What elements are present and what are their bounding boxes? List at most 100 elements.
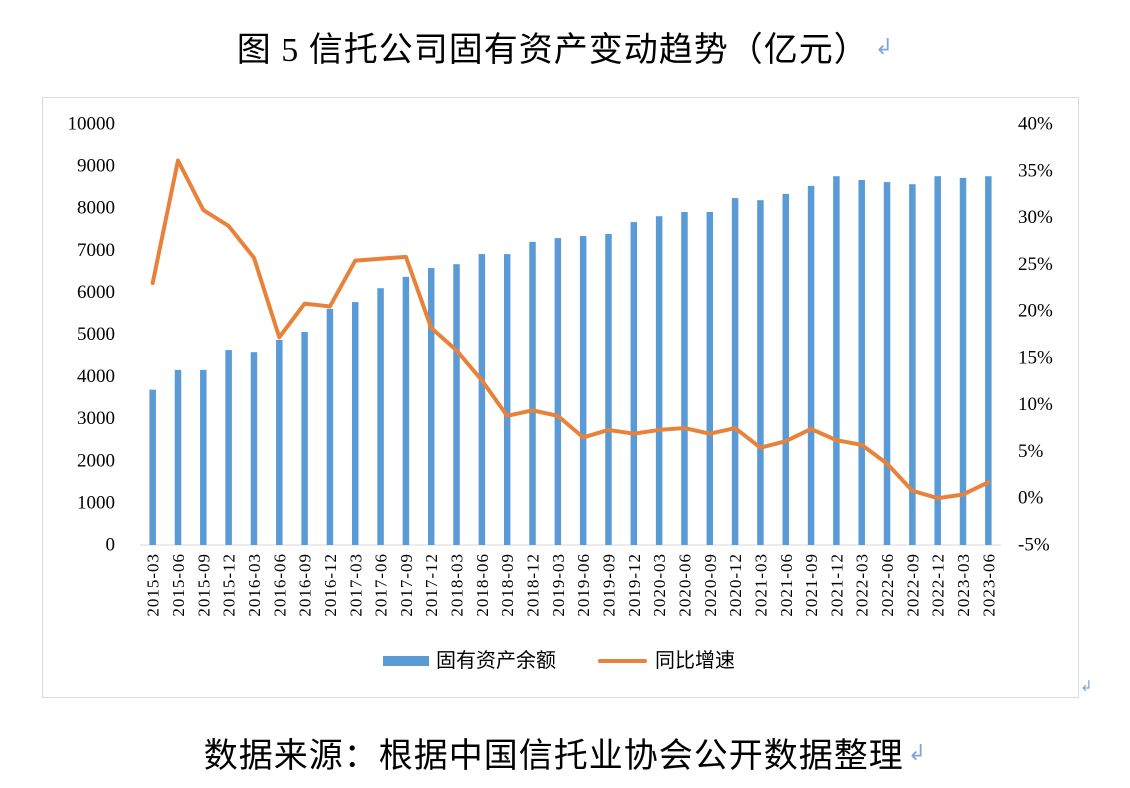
legend: 固有资产余额 同比增速 <box>383 649 735 672</box>
bar <box>478 254 486 545</box>
x-axis-tick-label: 2016-09 <box>296 553 315 617</box>
bar <box>858 179 865 545</box>
x-axis-tick-label: 2022-03 <box>853 553 872 617</box>
left-axis-tick-label: 10000 <box>68 114 116 135</box>
bar <box>149 389 156 545</box>
bar <box>782 193 789 545</box>
x-axis-tick-label: 2022-12 <box>929 553 948 617</box>
bar <box>301 331 308 545</box>
x-axis-tick-label: 2021-12 <box>827 553 846 617</box>
x-axis-tick-label: 2018-09 <box>498 553 517 617</box>
paragraph-mark-icon: ↲ <box>907 740 927 766</box>
bar <box>883 182 891 545</box>
bar <box>200 369 207 545</box>
bar <box>731 198 739 545</box>
bar <box>833 176 840 545</box>
bar <box>174 369 182 545</box>
bar-series <box>149 176 992 546</box>
x-axis-tick-label: 2017-12 <box>422 553 441 617</box>
x-axis-tick-label: 2016-03 <box>245 553 264 617</box>
x-axis-tick-label: 2021-06 <box>777 553 796 617</box>
x-axis-tick-label: 2019-06 <box>574 553 593 617</box>
bar <box>225 350 232 545</box>
x-axis-tick-label: 2016-12 <box>321 553 340 617</box>
growth-line <box>150 158 991 501</box>
bar <box>579 235 587 546</box>
bar <box>352 302 359 545</box>
x-axis-tick-label: 2018-03 <box>448 553 467 617</box>
bar <box>605 233 612 545</box>
x-axis-tick-label: 2015-09 <box>194 553 213 617</box>
bar <box>630 222 638 545</box>
x-axis-tick-label: 2019-09 <box>599 553 618 617</box>
x-axis-tick-label: 2020-12 <box>726 553 745 617</box>
x-axis-tick-label: 2020-09 <box>701 553 720 617</box>
bar <box>807 185 815 545</box>
left-axis-tick-label: 3000 <box>77 408 115 429</box>
right-axis-tick-label: 5% <box>1018 441 1044 462</box>
x-axis-tick-label: 2020-03 <box>650 553 669 617</box>
right-axis-tick-label: 10% <box>1018 394 1053 415</box>
right-axis-tick-label: 35% <box>1018 160 1053 181</box>
bar <box>909 184 916 545</box>
figure-title-row: 图 5 信托公司固有资产变动趋势（亿元） ↲ <box>0 20 1130 72</box>
bar <box>554 238 562 545</box>
x-axis-tick-label: 2017-09 <box>397 553 416 617</box>
x-axis-tick-label: 2017-06 <box>372 553 391 617</box>
bar <box>757 200 764 545</box>
bar <box>250 352 258 545</box>
x-axis-tick-label: 2018-06 <box>473 553 492 617</box>
x-axis-tick-label: 2021-09 <box>802 553 821 617</box>
x-axis-tick-label: 2019-03 <box>549 553 568 617</box>
paragraph-mark-icon: ↲ <box>874 34 894 60</box>
x-axis-tick-label: 2022-09 <box>903 553 922 617</box>
x-axis-tick-label: 2023-06 <box>979 553 998 617</box>
right-axis-tick-label: -5% <box>1018 535 1050 556</box>
right-axis-tick-label: 25% <box>1018 254 1053 275</box>
left-axis-tick-label: 2000 <box>77 450 115 471</box>
bar <box>681 211 688 545</box>
bar <box>326 308 334 545</box>
x-axis-tick-label: 2017-03 <box>346 553 365 617</box>
x-axis-tick-label: 2022-06 <box>878 553 897 617</box>
figure-title: 图 5 信托公司固有资产变动趋势（亿元） <box>236 31 869 69</box>
x-axis-tick-label: 2019-12 <box>625 553 644 617</box>
right-axis-tick-label: 30% <box>1018 207 1053 228</box>
right-axis-tick-label: 20% <box>1018 301 1053 322</box>
legend-swatch-bar <box>383 656 429 666</box>
left-axis-tick-label: 5000 <box>77 324 115 345</box>
legend-label-line: 同比增速 <box>655 649 735 672</box>
left-axis-tick-label: 0 <box>106 535 116 556</box>
right-axis-tick-label: 0% <box>1018 488 1044 509</box>
bar <box>377 288 384 545</box>
legend-label-bar: 固有资产余额 <box>436 649 556 672</box>
bar <box>655 216 663 545</box>
chart-frame: 0 1000 2000 3000 4000 5000 6000 7000 8000 9000 100… <box>42 97 1079 698</box>
x-axis-tick-label: 2015-06 <box>169 553 188 617</box>
left-axis-tick-label: 6000 <box>77 282 115 303</box>
bar <box>402 276 410 545</box>
bar <box>453 264 460 545</box>
left-axis-tick-label: 8000 <box>77 198 115 219</box>
bar <box>427 267 435 545</box>
bar <box>503 254 511 545</box>
bar <box>276 339 283 545</box>
right-axis-tick-label: 15% <box>1018 347 1053 368</box>
x-axis-tick-label: 2023-03 <box>954 553 973 617</box>
bar <box>959 177 967 545</box>
x-axis-tick-label: 2015-12 <box>220 553 239 617</box>
x-axis-tick-label: 2021-03 <box>751 553 770 617</box>
x-axis-tick-label: 2015-03 <box>144 553 163 617</box>
x-axis-tick-label: 2018-12 <box>524 553 543 617</box>
left-axis-tick-label: 4000 <box>77 366 115 387</box>
bar <box>985 176 992 545</box>
source-note-row: 数据来源：根据中国信托业协会公开数据整理 ↲ <box>0 726 1130 778</box>
combo-chart: 0 1000 2000 3000 4000 5000 6000 7000 8000 9000 100… <box>68 114 1054 673</box>
right-axis-tick-label: 40% <box>1018 114 1053 135</box>
right-axis: -5% 0% 5% 10% 15% 20% 25% 30% 35% 40% <box>1018 114 1053 556</box>
left-axis-tick-label: 1000 <box>77 492 115 513</box>
x-axis-tick-label: 2016-06 <box>270 553 289 617</box>
source-note: 数据来源：根据中国信托业协会公开数据整理 <box>203 737 904 775</box>
x-axis-tick-label: 2020-06 <box>675 553 694 617</box>
x-axis: 2015-03 2015-06 2015-09 2015-12 2016-03 2016-… <box>144 553 999 617</box>
